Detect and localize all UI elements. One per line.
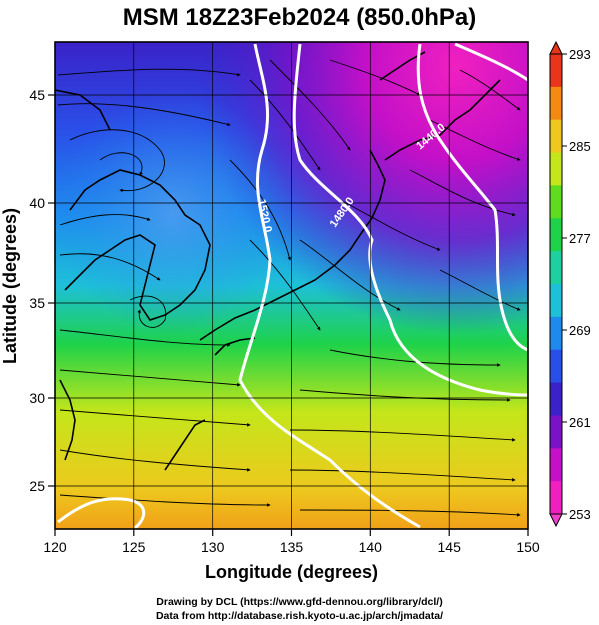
colorbar-band (550, 316, 562, 351)
axis-ticks (48, 94, 529, 536)
coastlines (55, 51, 501, 471)
colorbar-tick-label: 269 (569, 323, 591, 338)
colorbar-bands (550, 54, 562, 515)
y-tick-label: 30 (29, 390, 45, 406)
x-tick-label: 120 (43, 539, 67, 555)
y-tick-label: 35 (29, 295, 45, 311)
colorbar-band (550, 119, 562, 154)
colorbar-band (550, 349, 562, 384)
colorbar-band (550, 251, 562, 285)
contour-lower (57, 497, 146, 529)
map-title: MSM 18Z23Feb2024 (850.0hPa) (122, 4, 477, 31)
colorbar-band (550, 382, 562, 416)
x-tick-label: 150 (516, 539, 540, 555)
grid-lines (55, 42, 528, 529)
colorbar-top-arrow (549, 40, 563, 55)
credit-line-drawing: Drawing by DCL (https://www.gfd-dennou.o… (156, 596, 443, 608)
colorbar-tick-label: 285 (569, 139, 591, 154)
colorbar-band (550, 448, 562, 482)
colorbar-bottom-arrow (549, 513, 563, 528)
x-tick-label: 130 (201, 539, 225, 555)
x-tick-label: 125 (122, 539, 146, 555)
colorbar-band (550, 54, 562, 88)
x-axis-title: Longitude (degrees) (205, 562, 378, 582)
colorbar-band (550, 86, 562, 121)
colorbar-tick-label: 261 (569, 415, 591, 430)
colorbar-frame (549, 53, 563, 515)
colorbar: 293 285 277 269 261 253 (549, 40, 591, 528)
streamlines (57, 59, 521, 517)
y-axis-title: Latitude (degrees) (0, 208, 20, 364)
contour-1440 (416, 43, 528, 352)
contour-1480 (292, 43, 528, 397)
credits: Drawing by DCL (https://www.gfd-dennou.o… (0, 595, 599, 623)
y-tick-label: 25 (29, 478, 45, 494)
height-contours (57, 42, 528, 529)
x-tick-label: 145 (438, 539, 462, 555)
y-tick-label: 45 (29, 87, 45, 103)
x-tick-label: 135 (280, 539, 304, 555)
colorbar-band (550, 284, 562, 318)
colorbar-band (550, 185, 562, 219)
colorbar-band (550, 152, 562, 186)
colorbar-tick-label: 277 (569, 231, 591, 246)
colorbar-band (550, 481, 562, 515)
credit-line-data: Data from http://database.rish.kyoto-u.a… (155, 610, 444, 622)
colorbar-tick-label: 253 (569, 507, 591, 522)
contour-upper (454, 42, 528, 82)
contour-1520 (238, 43, 421, 529)
y-tick-label: 40 (29, 195, 45, 211)
colorbar-band (550, 218, 562, 252)
x-tick-label: 140 (359, 539, 383, 555)
colorbar-tick-label: 293 (569, 47, 591, 62)
map-plot (55, 42, 528, 529)
colorbar-band (550, 415, 562, 449)
